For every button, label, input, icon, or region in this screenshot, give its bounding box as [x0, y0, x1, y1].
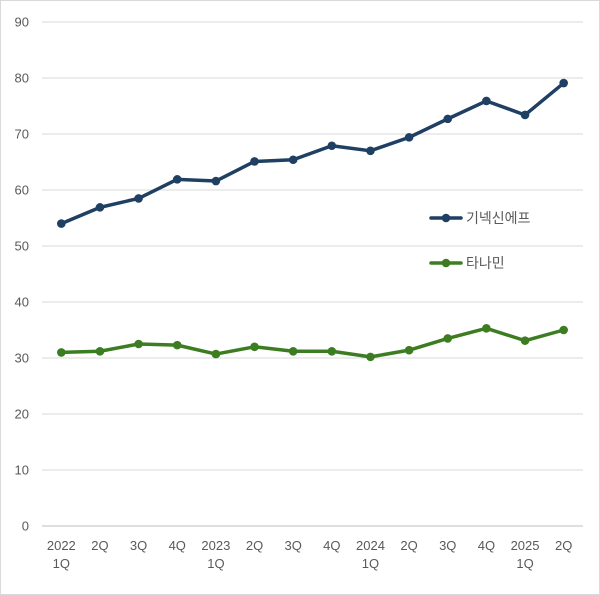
x-tick-label: 1Q	[53, 556, 70, 571]
x-tick-label: 2022	[47, 538, 76, 553]
data-point	[250, 157, 259, 166]
x-tick-label: 3Q	[130, 538, 147, 553]
y-tick-label: 10	[15, 463, 29, 478]
data-point	[95, 203, 105, 212]
data-point	[559, 78, 568, 88]
x-tick-label: 1Q	[362, 556, 379, 571]
data-point	[95, 346, 105, 356]
x-axis: 2022 1Q 2Q 3Q 4Q 2023 1Q 2Q 3Q 4Q 2024 1Q 2Q 3Q 4Q 2025…	[47, 538, 572, 571]
data-point	[288, 155, 298, 165]
x-tick-label: 2025	[511, 538, 540, 553]
data-point	[327, 141, 337, 151]
data-point	[172, 175, 182, 184]
y-tick-label: 80	[15, 71, 29, 86]
data-point	[211, 176, 221, 186]
x-tick-label: 3Q	[285, 538, 302, 553]
data-point	[443, 334, 453, 343]
data-point	[134, 194, 143, 203]
x-tick-label: 4Q	[478, 538, 495, 553]
legend-label: 타나민	[466, 256, 505, 272]
data-point	[288, 346, 298, 356]
legend-item-2: 타나민	[429, 256, 505, 272]
x-tick-label: 2Q	[555, 538, 572, 553]
x-tick-label: 2024	[356, 538, 385, 553]
x-tick-label: 2023	[201, 538, 230, 553]
data-point	[366, 352, 375, 362]
legend-item-1: 기넥신에프	[429, 211, 531, 227]
y-tick-label: 60	[15, 183, 29, 198]
y-tick-label: 20	[15, 407, 29, 422]
x-tick-label: 1Q	[207, 556, 224, 571]
y-axis: 0 10 20 30 40 50 60 70 80 90	[15, 15, 29, 534]
x-tick-label: 2Q	[246, 538, 263, 553]
x-tick-label: 4Q	[323, 538, 340, 553]
data-point	[482, 324, 491, 333]
series-line	[59, 326, 566, 359]
series-layer	[57, 78, 568, 362]
gridlines	[42, 21, 583, 527]
data-point	[134, 339, 143, 349]
series-2	[57, 324, 568, 362]
data-point	[404, 345, 414, 355]
data-point	[559, 325, 568, 335]
y-tick-label: 70	[15, 127, 29, 142]
data-point	[57, 348, 66, 357]
y-tick-label: 40	[15, 295, 29, 310]
x-tick-label: 3Q	[439, 538, 456, 553]
y-tick-label: 90	[15, 15, 29, 30]
legend-marker	[441, 213, 451, 223]
data-point	[172, 340, 182, 350]
x-tick-label: 2Q	[400, 538, 417, 553]
y-tick-label: 50	[15, 239, 29, 254]
x-tick-label: 2Q	[91, 538, 108, 553]
data-point	[443, 114, 453, 124]
y-tick-label: 30	[15, 351, 29, 366]
series-line	[59, 81, 566, 226]
legend-label: 기넥신에프	[466, 211, 531, 227]
data-point	[404, 133, 414, 142]
legend-marker	[441, 258, 451, 268]
data-point	[250, 342, 259, 352]
data-point	[520, 336, 530, 345]
x-tick-label: 1Q	[516, 556, 533, 571]
data-point	[327, 346, 337, 356]
data-point	[520, 110, 530, 120]
data-point	[211, 349, 221, 359]
data-point	[482, 96, 491, 106]
series-1	[57, 78, 568, 228]
data-point	[366, 146, 375, 156]
data-point	[57, 219, 66, 228]
y-tick-label: 0	[22, 519, 29, 534]
x-tick-label: 4Q	[169, 538, 186, 553]
